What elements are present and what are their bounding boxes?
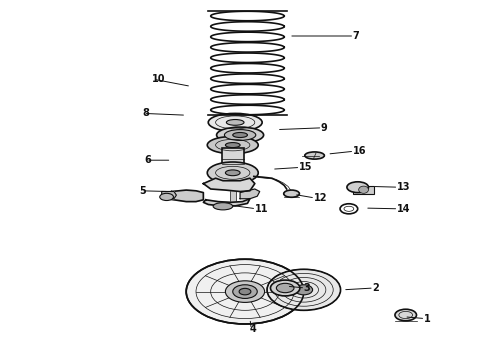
Ellipse shape [347,182,368,193]
Text: 16: 16 [353,146,367,156]
Text: 10: 10 [152,74,166,84]
Ellipse shape [233,132,247,138]
Ellipse shape [295,285,313,295]
Ellipse shape [395,309,416,321]
Ellipse shape [239,288,251,295]
Ellipse shape [225,281,265,302]
Text: 11: 11 [255,204,269,214]
Text: 15: 15 [299,162,313,172]
Ellipse shape [224,130,256,140]
Ellipse shape [276,283,294,293]
Text: 2: 2 [372,283,379,293]
Text: 4: 4 [250,324,257,334]
Ellipse shape [225,143,240,148]
Ellipse shape [267,269,341,310]
Ellipse shape [208,113,262,131]
Text: 12: 12 [314,193,327,203]
Text: 8: 8 [142,108,149,118]
Bar [353,186,374,194]
Ellipse shape [305,152,324,159]
Text: 13: 13 [397,182,411,192]
Polygon shape [162,192,176,199]
Text: 3: 3 [304,283,311,293]
Ellipse shape [284,190,299,197]
Polygon shape [240,189,260,199]
Ellipse shape [359,186,368,193]
Bar [222,148,244,184]
Ellipse shape [225,170,240,176]
Ellipse shape [160,193,173,201]
Text: 7: 7 [353,31,360,41]
Ellipse shape [207,136,258,154]
Text: 5: 5 [140,186,147,196]
Ellipse shape [207,162,258,184]
Text: 1: 1 [424,314,431,324]
Ellipse shape [217,127,264,143]
Ellipse shape [213,203,233,210]
Polygon shape [203,178,255,192]
Text: 9: 9 [321,123,328,133]
Ellipse shape [270,280,300,296]
Text: 14: 14 [397,204,411,214]
Polygon shape [203,199,250,206]
Text: 6: 6 [145,155,151,165]
Bar [230,148,236,202]
Ellipse shape [226,120,244,125]
Ellipse shape [186,259,304,324]
Polygon shape [164,190,203,202]
Ellipse shape [233,285,257,298]
